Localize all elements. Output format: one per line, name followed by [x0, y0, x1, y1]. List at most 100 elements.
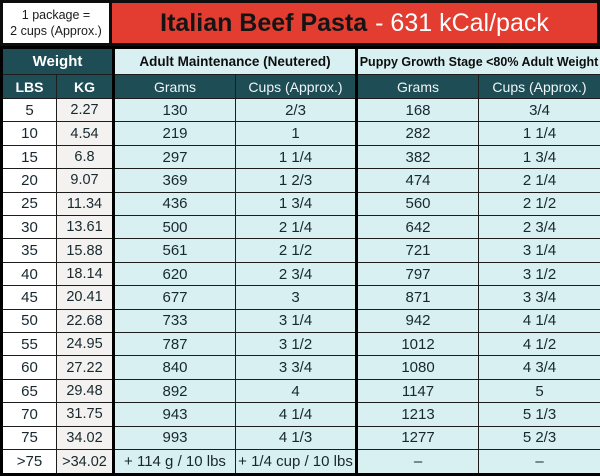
kg-value-cell: 24.95: [56, 332, 114, 357]
adult-grams-value-cell: 892: [112, 378, 236, 404]
calories-per-pack: - 631 kCal/pack: [375, 8, 549, 37]
kg-value-cell: 22.68: [56, 308, 114, 334]
adult-grams-value-cell: + 114 g / 10 lbs: [112, 449, 236, 475]
table-row: 10 4.54 219 1 282 1 1/4: [1, 121, 600, 146]
adult-grams-value-cell: 733: [112, 308, 236, 334]
puppy-grams-value-cell: 474: [355, 168, 479, 193]
puppy-grams-value-cell: 797: [355, 261, 479, 287]
adult-cups-value-cell: 3 1/2: [235, 332, 357, 357]
kg-value-cell: 20.41: [56, 285, 114, 310]
table-row: 35 15.88 561 2 1/2 721 3 1/4: [1, 238, 600, 263]
header-row: 1 package = 2 cups (Approx.) Italian Bee…: [0, 0, 600, 46]
puppy-cups-value-cell: 4 1/2: [478, 332, 600, 357]
table-row: 15 6.8 297 1 1/4 382 1 3/4: [1, 144, 600, 170]
table-row: 60 27.22 840 3 3/4 1080 4 3/4: [1, 355, 600, 380]
puppy-cups-value-cell: 5 1/3: [478, 402, 600, 427]
puppy-grams-value-cell: 1147: [355, 378, 479, 404]
puppy-grams-value-cell: 871: [355, 285, 479, 310]
table-row: 25 11.34 436 1 3/4 560 2 1/2: [1, 191, 600, 217]
lbs-value-cell: 55: [1, 332, 57, 357]
adult-grams-value-cell: 620: [112, 261, 236, 287]
puppy-cups-value-cell: 3 1/2: [478, 261, 600, 287]
kg-value-cell: 34.02: [56, 425, 114, 451]
adult-cups-value-cell: 1: [235, 121, 357, 146]
adult-cups-value-cell: 2 3/4: [235, 261, 357, 287]
table-row: 55 24.95 787 3 1/2 1012 4 1/2: [1, 332, 600, 357]
adult-grams-value-cell: 993: [112, 425, 236, 451]
table-row: 30 13.61 500 2 1/4 642 2 3/4: [1, 215, 600, 240]
adult-cups-value-cell: 2 1/2: [235, 238, 357, 263]
adult-cups-value-cell: 4 1/4: [235, 402, 357, 427]
table-row: 75 34.02 993 4 1/3 1277 5 2/3: [1, 425, 600, 451]
column-header-row: LBS KG Grams Cups (Approx.) Grams Cups (…: [1, 74, 600, 99]
weight-group-header: Weight: [1, 47, 114, 75]
puppy-cups-value-cell: 1 1/4: [478, 121, 600, 146]
table-row: 20 9.07 369 1 2/3 474 2 1/4: [1, 168, 600, 193]
lbs-value-cell: 5: [1, 97, 57, 123]
adult-cups-value-cell: 3 3/4: [235, 355, 357, 380]
adult-cups-value-cell: 4 1/3: [235, 425, 357, 451]
adult-cups-value-cell: 1 2/3: [235, 168, 357, 193]
puppy-grams-value-cell: 1080: [355, 355, 479, 380]
puppy-cups-value-cell: 3/4: [478, 97, 600, 123]
lbs-value-cell: 20: [1, 168, 57, 193]
product-name: Italian Beef Pasta: [160, 8, 368, 37]
table-row: 40 18.14 620 2 3/4 797 3 1/2: [1, 261, 600, 287]
table-row: 45 20.41 677 3 871 3 3/4: [1, 285, 600, 310]
puppy-grams-value-cell: –: [355, 449, 479, 475]
table-row: 5 2.27 130 2/3 168 3/4: [1, 97, 600, 123]
feeding-table: Weight Adult Maintenance (Neutered) Pupp…: [0, 46, 600, 476]
kg-value-cell: 9.07: [56, 168, 114, 193]
kg-value-cell: 15.88: [56, 238, 114, 263]
lbs-value-cell: 40: [1, 261, 57, 287]
adult-cups-value-cell: 3: [235, 285, 357, 310]
adult-grams-value-cell: 130: [112, 97, 236, 123]
lbs-value-cell: 45: [1, 285, 57, 310]
puppy-grams-value-cell: 560: [355, 191, 479, 217]
puppy-grams-value-cell: 942: [355, 308, 479, 334]
puppy-grams-value-cell: 1012: [355, 332, 479, 357]
table-body: 5 2.27 130 2/3 168 3/4 10 4.54 219 1 282…: [1, 97, 600, 475]
adult-cups-value-cell: 2 1/4: [235, 215, 357, 240]
product-banner: Italian Beef Pasta - 631 kCal/pack: [112, 0, 600, 46]
puppy-cups-value-cell: 3 1/4: [478, 238, 600, 263]
puppy-cups-value-cell: 4 3/4: [478, 355, 600, 380]
adult-cups-value-cell: 4: [235, 378, 357, 404]
kg-value-cell: 18.14: [56, 261, 114, 287]
puppy-cups-column-header: Cups (Approx.): [478, 74, 600, 99]
lbs-value-cell: >75: [1, 449, 57, 475]
lbs-column-header: LBS: [1, 74, 57, 99]
adult-grams-value-cell: 219: [112, 121, 236, 146]
adult-grams-value-cell: 436: [112, 191, 236, 217]
kg-value-cell: 6.8: [56, 144, 114, 170]
puppy-cups-value-cell: 2 1/2: [478, 191, 600, 217]
lbs-value-cell: 10: [1, 121, 57, 146]
kg-value-cell: 29.48: [56, 378, 114, 404]
kg-value-cell: 4.54: [56, 121, 114, 146]
puppy-group-header: Puppy Growth Stage <80% Adult Weight: [355, 47, 600, 75]
lbs-value-cell: 70: [1, 402, 57, 427]
table-row: >75 >34.02 + 114 g / 10 lbs + 1/4 cup / …: [1, 449, 600, 475]
adult-grams-value-cell: 500: [112, 215, 236, 240]
puppy-grams-value-cell: 382: [355, 144, 479, 170]
puppy-cups-value-cell: –: [478, 449, 600, 475]
adult-grams-column-header: Grams: [112, 74, 236, 99]
table-row: 50 22.68 733 3 1/4 942 4 1/4: [1, 308, 600, 334]
puppy-grams-column-header: Grams: [355, 74, 479, 99]
lbs-value-cell: 50: [1, 308, 57, 334]
puppy-grams-value-cell: 642: [355, 215, 479, 240]
package-note-line2: 2 cups (Approx.): [10, 24, 102, 38]
package-note-box: 1 package = 2 cups (Approx.): [0, 0, 112, 46]
adult-cups-value-cell: + 1/4 cup / 10 lbs: [235, 449, 357, 475]
adult-cups-value-cell: 1 1/4: [235, 144, 357, 170]
puppy-cups-value-cell: 2 3/4: [478, 215, 600, 240]
group-header-row: Weight Adult Maintenance (Neutered) Pupp…: [1, 47, 600, 75]
adult-grams-value-cell: 840: [112, 355, 236, 380]
kg-column-header: KG: [56, 74, 114, 99]
adult-grams-value-cell: 297: [112, 144, 236, 170]
lbs-value-cell: 30: [1, 215, 57, 240]
adult-grams-value-cell: 787: [112, 332, 236, 357]
table-row: 65 29.48 892 4 1147 5: [1, 378, 600, 404]
lbs-value-cell: 75: [1, 425, 57, 451]
